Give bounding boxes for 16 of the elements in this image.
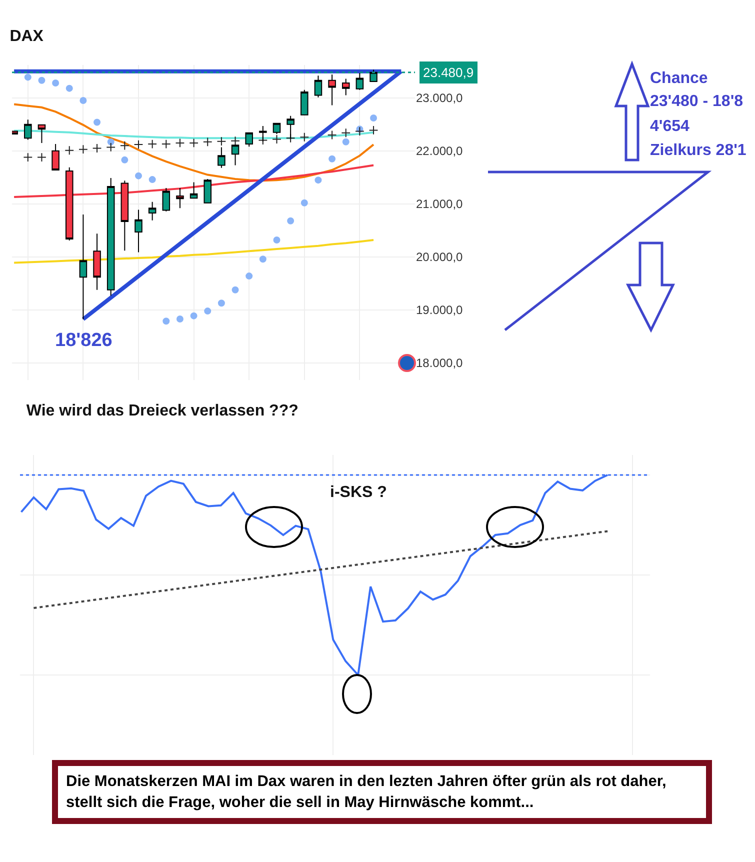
y-tick-label: 20.000,0: [416, 250, 464, 264]
text: Die Monatskerzen MAI im Dax waren in den lezten Jahren öfter grün als rot daher, stellt sich die Frage, woher die sell in May Hirnwäsche kommt...: [52, 760, 712, 824]
chart-title: DAX: [10, 28, 44, 46]
ref-line-label: 23.480,9: [423, 65, 474, 80]
y-tick-label: 23.000,0: [416, 91, 464, 106]
chart-title: Wie wird das Dreieck verlassen ???: [26, 402, 298, 420]
annotation: i-SKS ?: [330, 484, 387, 502]
text: 23'480 - 18'8: [650, 93, 744, 111]
y-tick-label: 18.000,0: [416, 356, 464, 370]
y-tick-label: 22.000,0: [416, 144, 464, 158]
text: 4'654: [650, 118, 690, 136]
y-tick-label: 19.000,0: [416, 303, 464, 318]
text: Chance: [650, 70, 708, 88]
annotation: 18'826: [55, 330, 112, 352]
y-tick-label: 21.000,0: [416, 197, 464, 212]
text: Zielkurs 28'1: [650, 142, 746, 160]
